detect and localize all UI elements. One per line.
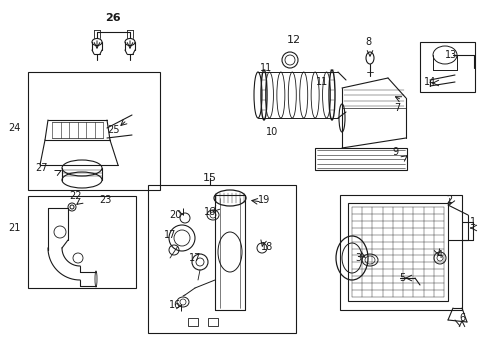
Bar (339, 195, 461, 310)
Text: 11: 11 (259, 63, 271, 73)
Text: 6: 6 (458, 313, 464, 323)
Text: 21: 21 (8, 223, 20, 233)
Bar (28, 196, 136, 288)
Text: 15: 15 (203, 173, 217, 183)
Text: 7: 7 (393, 103, 399, 113)
Text: 26: 26 (105, 13, 121, 23)
Text: 4: 4 (436, 250, 442, 260)
Bar (207, 318, 218, 326)
Text: 20: 20 (168, 210, 181, 220)
Text: 16: 16 (203, 207, 216, 217)
Text: 17: 17 (163, 230, 176, 240)
Text: 23: 23 (99, 195, 111, 205)
Bar (28, 72, 160, 190)
Text: 2: 2 (445, 195, 451, 205)
Text: 13: 13 (444, 50, 456, 60)
Text: 19: 19 (257, 195, 269, 205)
Text: 16: 16 (168, 300, 181, 310)
Text: 11: 11 (315, 77, 327, 87)
Text: 8: 8 (364, 37, 370, 47)
Text: 25: 25 (107, 125, 120, 135)
Text: 3: 3 (354, 253, 360, 263)
Text: 24: 24 (8, 123, 20, 133)
Bar (314, 148, 406, 170)
Text: 10: 10 (265, 127, 278, 137)
Bar (347, 203, 447, 301)
Text: 1: 1 (469, 217, 475, 227)
Text: 27: 27 (36, 163, 48, 173)
Text: 17: 17 (188, 253, 201, 263)
Text: 18: 18 (260, 242, 273, 252)
Text: 12: 12 (286, 35, 301, 45)
Text: 14: 14 (423, 77, 435, 87)
Bar (419, 42, 474, 92)
Bar (148, 185, 295, 333)
Text: 22: 22 (69, 191, 81, 201)
Bar (187, 318, 198, 326)
Text: 5: 5 (398, 273, 404, 283)
Text: 9: 9 (391, 147, 397, 157)
